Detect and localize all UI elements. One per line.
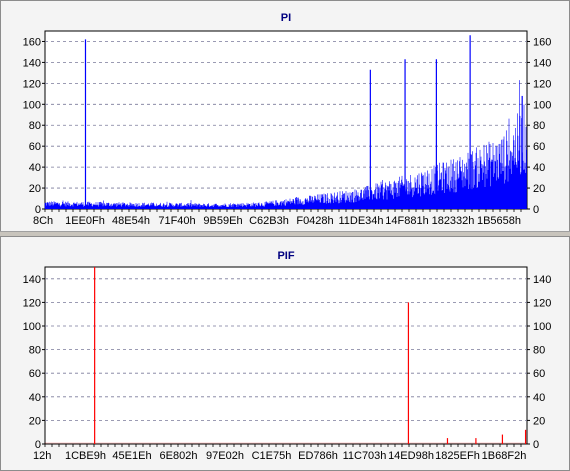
x-tick-label: 1B5658h — [477, 215, 521, 227]
y-tick-label-right: 20 — [533, 183, 545, 195]
plot-area — [44, 266, 528, 445]
y-tick-label-right: 0 — [533, 439, 539, 451]
y-tick-label-right: 40 — [533, 392, 545, 404]
x-tick-label: C1E75h — [252, 450, 292, 462]
x-tick-label: 1CBE9h — [65, 450, 106, 462]
chart-title: PI — [281, 12, 291, 24]
y-tick-label-left: 60 — [29, 368, 41, 380]
y-tick-label-left: 80 — [29, 345, 41, 357]
y-tick-label-left: 100 — [23, 321, 41, 333]
y-tick-label-left: 40 — [29, 162, 41, 174]
x-tick-label: C62B3h — [249, 215, 289, 227]
y-tick-label-right: 120 — [533, 297, 551, 309]
y-tick-label-left: 0 — [35, 204, 41, 216]
y-tick-label-left: 140 — [23, 274, 41, 286]
y-tick-label-right: 100 — [533, 321, 551, 333]
x-tick-label: 1EE0Fh — [65, 215, 105, 227]
y-tick-label-left: 20 — [29, 415, 41, 427]
y-tick-label-right: 100 — [533, 99, 551, 111]
y-tick-label-left: 120 — [23, 78, 41, 90]
y-tick-label-right: 140 — [533, 57, 551, 69]
x-tick-label: 14F881h — [385, 215, 428, 227]
y-tick-label-left: 140 — [23, 57, 41, 69]
y-tick-label-left: 40 — [29, 392, 41, 404]
y-tick-label-right: 80 — [533, 120, 545, 132]
data-bars — [44, 80, 527, 209]
x-tick-label: 6E802h — [160, 450, 198, 462]
pif-chart-panel: PIF 0 0 20 20 40 40 60 60 80 80 100 100 120 120 140 140 1… — [0, 236, 570, 471]
y-tick-label-right: 20 — [533, 415, 545, 427]
x-tick-label: F0428h — [296, 215, 333, 227]
x-tick-label: ED786h — [298, 450, 338, 462]
y-tick-label-left: 60 — [29, 141, 41, 153]
x-tick-label: 97E02h — [206, 450, 244, 462]
y-tick-label-right: 0 — [533, 204, 539, 216]
x-tick-label: 45E1Eh — [112, 450, 151, 462]
x-tick-label: 11C703h — [343, 450, 387, 462]
y-tick-label-right: 60 — [533, 141, 545, 153]
y-tick-label-left: 100 — [23, 99, 41, 111]
chart-title: PIF — [277, 250, 294, 262]
y-tick-label-right: 120 — [533, 78, 551, 90]
x-tick-label: 12h — [33, 450, 51, 462]
y-tick-label-right: 40 — [533, 162, 545, 174]
y-tick-label-right: 80 — [533, 345, 545, 357]
x-tick-label: 11DE34h — [338, 215, 383, 227]
x-tick-label: 14ED98h — [388, 450, 434, 462]
x-tick-label: 48E54h — [112, 215, 150, 227]
x-tick-label: 1825EFh — [435, 450, 480, 462]
y-tick-label-left: 160 — [23, 36, 41, 48]
y-tick-label-left: 20 — [29, 183, 41, 195]
x-tick-label: 9B59Eh — [203, 215, 242, 227]
y-tick-label-right: 160 — [533, 36, 551, 48]
y-tick-label-right: 60 — [533, 368, 545, 380]
pi-chart: PI 0 0 20 20 40 40 60 60 80 80 100 100 120 120 140 140 16… — [23, 12, 552, 227]
x-tick-label: 182332h — [432, 215, 475, 227]
y-tick-label-right: 140 — [533, 274, 551, 286]
pi-chart-panel: PI 0 0 20 20 40 40 60 60 80 80 100 100 120 120 140 140 16… — [0, 0, 570, 232]
pif-chart: PIF 0 0 20 20 40 40 60 60 80 80 100 100 120 120 140 140 1… — [23, 250, 552, 462]
x-tick-label: 8Ch — [33, 215, 53, 227]
x-tick-label: 71F40h — [158, 215, 195, 227]
x-tick-label: 1B68F2h — [482, 450, 527, 462]
y-tick-label-left: 80 — [29, 120, 41, 132]
y-tick-label-left: 120 — [23, 297, 41, 309]
y-tick-label-left: 0 — [35, 439, 41, 451]
